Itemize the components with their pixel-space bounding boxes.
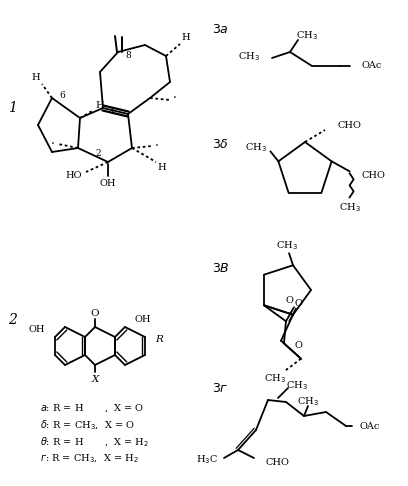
Text: OH: OH [135,314,151,324]
Text: CH$_3$: CH$_3$ [276,239,298,252]
Text: ·: · [155,140,159,154]
Text: 2: 2 [8,313,17,327]
Text: O: O [91,309,99,317]
Text: 1: 1 [110,107,116,117]
Text: CHO: CHO [337,122,361,131]
Text: O: O [294,341,302,350]
Text: H: H [182,34,190,42]
Text: O: O [294,299,302,308]
Text: CH$_3$: CH$_3$ [238,51,260,63]
Text: H$_3$C: H$_3$C [196,453,218,467]
Text: CH$_3$: CH$_3$ [286,380,308,392]
Text: $\mathit{3г}$: $\mathit{3г}$ [212,382,228,395]
Text: $\mathit{\delta}$: R = CH$_3$,  X = O: $\mathit{\delta}$: R = CH$_3$, X = O [40,418,135,432]
Text: CHO: CHO [361,171,386,180]
Text: H: H [96,102,104,110]
Text: X: X [91,375,99,383]
Text: 6: 6 [59,91,65,101]
Text: CH$_3$: CH$_3$ [296,30,318,42]
Text: $\mathit{a}$: R = H       ,  X = O: $\mathit{a}$: R = H , X = O [40,402,144,414]
Text: $\mathit{\theta}$: R = H       ,  X = H$_2$: $\mathit{\theta}$: R = H , X = H$_2$ [40,435,149,449]
Text: OH: OH [29,325,45,333]
Text: CH$_3$: CH$_3$ [339,201,361,214]
Text: ·: · [51,139,55,152]
Text: $\mathit{3B}$: $\mathit{3B}$ [212,261,230,275]
Text: $\mathit{3\delta}$: $\mathit{3\delta}$ [212,139,229,152]
Text: $\mathit{3a}$: $\mathit{3a}$ [212,23,229,36]
Text: 1: 1 [8,101,17,115]
Text: CH$_3$: CH$_3$ [297,396,319,408]
Text: 8: 8 [125,52,131,60]
Text: ·: · [173,92,177,105]
Text: OH: OH [100,179,116,189]
Text: CH$_3$: CH$_3$ [264,372,286,385]
Text: CHO: CHO [266,457,290,467]
Text: O: O [285,296,293,305]
Text: R: R [155,334,163,344]
Text: $\mathit{г}$: R = CH$_3$,  X = H$_2$: $\mathit{г}$: R = CH$_3$, X = H$_2$ [40,452,139,465]
Text: CH$_3$: CH$_3$ [244,141,266,154]
Text: 2: 2 [95,150,101,158]
Text: HO: HO [66,172,82,180]
Text: OAc: OAc [360,421,380,431]
Text: H: H [32,73,40,83]
Text: H: H [157,163,166,173]
Text: OAc: OAc [362,62,382,70]
